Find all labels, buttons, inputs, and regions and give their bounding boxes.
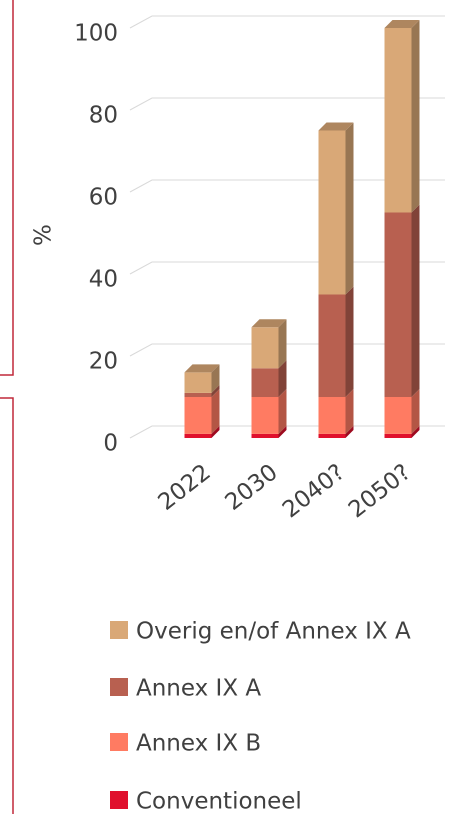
- bar-segment: [318, 130, 346, 295]
- frame: [0, 0, 14, 814]
- y-tick-label: 100: [74, 21, 118, 47]
- bar-side: [211, 389, 220, 434]
- bar-side: [345, 286, 354, 397]
- bar-top: [384, 20, 420, 28]
- legend-label: Annex IX B: [136, 731, 261, 757]
- bar-segment: [251, 327, 279, 369]
- bar-segment: [384, 433, 412, 438]
- bar-side: [345, 389, 354, 434]
- bar-segment: [251, 397, 279, 434]
- bar-side: [411, 20, 420, 213]
- bar-side: [211, 425, 220, 438]
- bar-top: [184, 364, 220, 373]
- legend-label: Annex IX A: [136, 676, 261, 702]
- bar-segment: [318, 397, 346, 434]
- x-tick-label: 2040?: [278, 459, 350, 523]
- y-tick-label: 0: [103, 431, 118, 457]
- y-tick-label: 80: [89, 103, 118, 129]
- bar-segment: [251, 433, 279, 438]
- bar-segment: [384, 28, 412, 213]
- bar-side: [411, 425, 420, 438]
- y-tick-label: 20: [89, 349, 118, 375]
- bar-segment: [184, 392, 212, 397]
- bar-side: [278, 360, 287, 397]
- legend-swatch: [110, 621, 128, 639]
- grid-line: [129, 15, 445, 29]
- bar-side: [411, 389, 420, 434]
- x-tick-label: 2022: [154, 459, 216, 516]
- bar-segment: [184, 433, 212, 438]
- bar-side: [345, 122, 354, 295]
- bar-top: [251, 319, 287, 328]
- y-tick-label: 40: [89, 267, 118, 293]
- legend-swatch: [110, 791, 128, 809]
- bar-segment: [184, 397, 212, 434]
- legend-swatch: [110, 678, 128, 696]
- y-tick-label: 60: [89, 185, 118, 211]
- y-axis-label: %: [31, 224, 57, 246]
- legend-swatch: [110, 733, 128, 751]
- bar-segment: [384, 212, 412, 397]
- bar-segment: [184, 372, 212, 393]
- bar-segment: [384, 397, 412, 434]
- x-tick-label: 2050?: [344, 459, 416, 523]
- legend-label: Overig en/of Annex IX A: [136, 619, 411, 645]
- bar-side: [211, 384, 220, 397]
- bar-side: [345, 425, 354, 438]
- bar-segment: [251, 368, 279, 397]
- bar-side: [411, 204, 420, 397]
- bar-side: [278, 425, 287, 438]
- grid-line: [129, 97, 445, 111]
- bar-side: [211, 364, 220, 393]
- legend-label: Conventioneel: [136, 789, 302, 814]
- bar-side: [278, 319, 287, 369]
- bar-top: [318, 122, 354, 131]
- bar-side: [278, 389, 287, 434]
- bar-segment: [318, 294, 346, 397]
- bar-segment: [318, 433, 346, 438]
- x-tick-label: 2030: [221, 459, 283, 516]
